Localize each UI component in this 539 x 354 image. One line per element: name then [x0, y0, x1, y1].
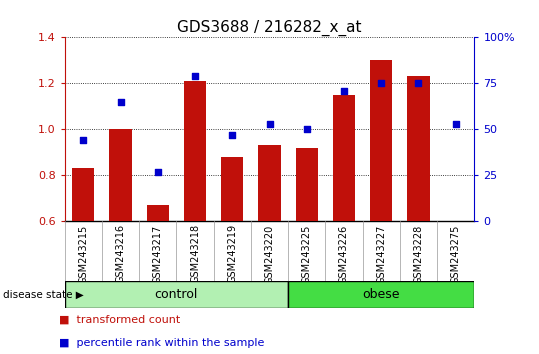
Point [414, 80, 423, 86]
Bar [147, 205, 169, 221]
Point [79, 137, 88, 143]
Text: GSM243219: GSM243219 [227, 224, 237, 284]
Point [302, 126, 311, 132]
Text: control: control [155, 288, 198, 301]
Text: GSM243220: GSM243220 [265, 224, 274, 284]
Text: GSM243228: GSM243228 [413, 224, 424, 284]
Point [228, 132, 237, 138]
Text: GSM243275: GSM243275 [451, 224, 461, 284]
Bar [109, 129, 132, 221]
Bar [333, 95, 355, 221]
Text: disease state ▶: disease state ▶ [3, 290, 84, 300]
Text: ■  percentile rank within the sample: ■ percentile rank within the sample [59, 338, 265, 348]
Title: GDS3688 / 216282_x_at: GDS3688 / 216282_x_at [177, 19, 362, 36]
Text: GSM243215: GSM243215 [78, 224, 88, 284]
Text: GSM243218: GSM243218 [190, 224, 200, 284]
Bar [370, 60, 392, 221]
Bar [65, 281, 288, 308]
Text: obese: obese [362, 288, 400, 301]
Point [377, 80, 385, 86]
Point [265, 121, 274, 126]
Point [116, 99, 125, 104]
Text: GSM243217: GSM243217 [153, 224, 163, 284]
Text: GSM243225: GSM243225 [302, 224, 312, 284]
Bar [295, 148, 318, 221]
Bar [407, 76, 430, 221]
Point [154, 169, 162, 175]
Point [191, 73, 199, 79]
Bar [72, 169, 94, 221]
Point [451, 121, 460, 126]
Text: GSM243226: GSM243226 [339, 224, 349, 284]
Bar [221, 157, 244, 221]
Bar [258, 145, 281, 221]
Text: ■  transformed count: ■ transformed count [59, 315, 181, 325]
Text: GSM243216: GSM243216 [115, 224, 126, 284]
Bar [288, 281, 474, 308]
Point [340, 88, 348, 93]
Text: GSM243227: GSM243227 [376, 224, 386, 284]
Bar [184, 81, 206, 221]
